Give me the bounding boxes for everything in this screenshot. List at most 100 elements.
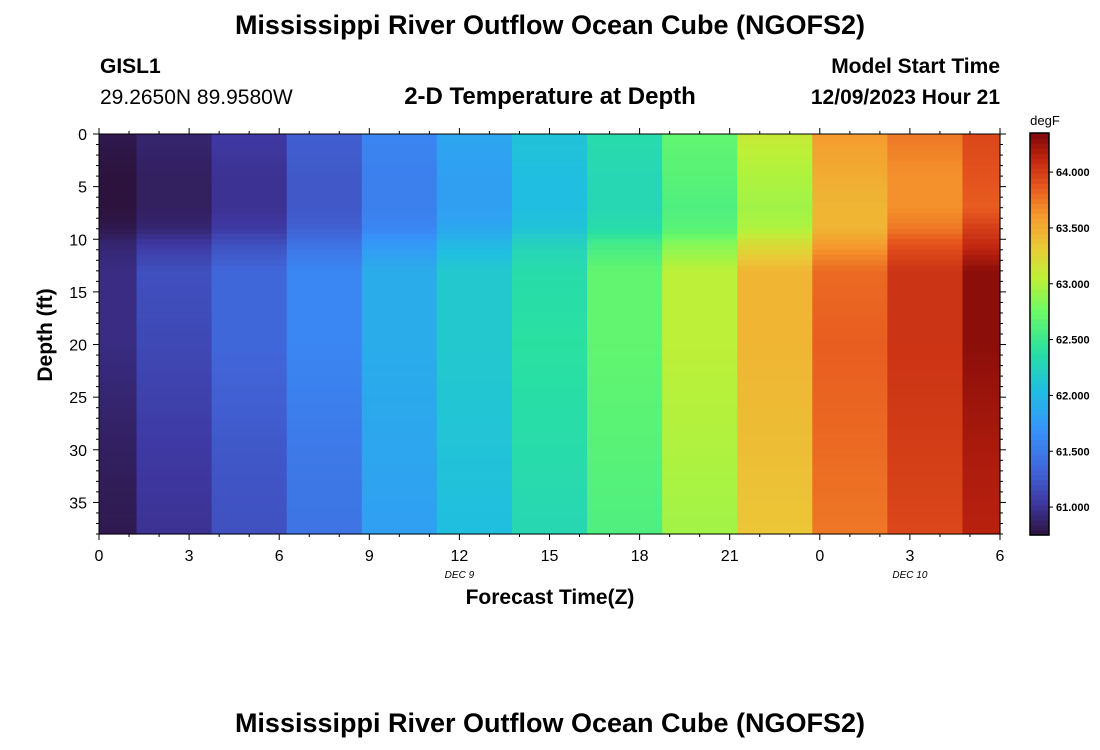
heatmap-cell [211,318,288,325]
heatmap-cell [587,165,663,172]
heatmap-cell [436,486,513,493]
heatmap-cell [99,439,138,446]
colorbar-cell [1030,283,1049,290]
heatmap-cell [211,239,288,246]
heatmap-cell [812,444,888,451]
heatmap-cell [286,239,363,246]
heatmap-cell [662,260,738,267]
heatmap-cell [286,218,363,225]
colorbar-cell [1030,318,1049,325]
heatmap-cell [286,255,363,261]
heatmap-cell [211,402,288,409]
heatmap-cell [511,397,588,404]
heatmap-cell [812,312,888,319]
heatmap-cell [737,412,813,419]
heatmap-cell [662,418,738,425]
colorbar-cell [1030,188,1049,194]
heatmap-cell [511,386,588,393]
heatmap-cell [286,376,363,382]
heatmap-cell [99,355,138,361]
heatmap-cell [587,249,663,256]
heatmap-cell [211,302,288,309]
heatmap-cell [211,434,288,440]
heatmap-cell [99,297,138,304]
heatmap-cell [511,344,588,351]
heatmap-cell [286,286,363,293]
heatmap-cell [286,528,363,535]
heatmap-cell [211,502,288,509]
heatmap-cell [211,518,288,525]
heatmap-cell [99,376,138,382]
colorbar-cell [1030,484,1049,491]
heatmap-cell [587,181,663,188]
colorbar-tick-label: 61.000 [1056,502,1090,514]
heatmap-cell [812,139,888,146]
heatmap-cell [962,444,1001,451]
heatmap-cell [286,270,363,277]
heatmap-cell [361,418,438,425]
heatmap-cell [511,291,588,298]
heatmap-cell [436,355,513,361]
heatmap-cell [812,181,888,188]
heatmap-cell [286,160,363,167]
heatmap-cell [962,318,1001,325]
heatmap-cell [99,423,138,430]
heatmap-cell [286,155,363,161]
heatmap-cell [99,502,138,509]
heatmap-cell [361,207,438,214]
heatmap-cell [436,318,513,325]
heatmap-cell [99,365,138,372]
heatmap-cell [136,249,213,256]
heatmap-cell [286,265,363,272]
heatmap-cell [962,418,1001,425]
heatmap-cell [812,460,888,467]
heatmap-cell [662,165,738,172]
heatmap-cell [211,276,288,282]
heatmap-cell [812,497,888,504]
heatmap-cell [812,307,888,314]
heatmap-cell [436,207,513,214]
heatmap-cell [211,212,288,219]
heatmap-cell [361,423,438,430]
heatmap-cell [436,181,513,188]
heatmap-cell [436,228,513,235]
heatmap-cell [587,423,663,430]
colorbar-cell [1030,389,1049,395]
heatmap-cell [511,355,588,361]
heatmap-cell [812,502,888,509]
heatmap-cell [662,391,738,398]
colorbar-cell [1030,394,1049,400]
heatmap-cell [662,218,738,225]
heatmap-cell [812,465,888,472]
heatmap-cell [99,170,138,177]
heatmap-cell [136,297,213,304]
colorbar-cell [1030,153,1049,159]
heatmap-cell [511,218,588,225]
heatmap-cell [286,276,363,282]
heatmap-cell [887,365,964,372]
heatmap-cell [136,439,213,446]
heatmap-cell [511,418,588,425]
heatmap-cell [887,176,964,182]
heatmap-cell [211,486,288,493]
heatmap-cell [737,476,813,482]
heatmap-cell [99,370,138,377]
heatmap-cell [99,465,138,472]
heatmap-cell [511,191,588,198]
heatmap-cell [136,223,213,230]
heatmap-cell [511,523,588,530]
heatmap-cell [361,249,438,256]
heatmap-cell [436,270,513,277]
heatmap-cell [511,202,588,209]
heatmap-cell [812,439,888,446]
heatmap-cell [812,470,888,477]
heatmap-cell [436,407,513,414]
heatmap-cell [211,207,288,214]
colorbar-cell [1030,258,1049,265]
heatmap-cell [587,334,663,340]
heatmap-cell [887,407,964,414]
heatmap-cell [887,270,964,277]
heatmap-cell [812,355,888,361]
heatmap-cell [361,186,438,193]
heatmap-cell [587,528,663,535]
